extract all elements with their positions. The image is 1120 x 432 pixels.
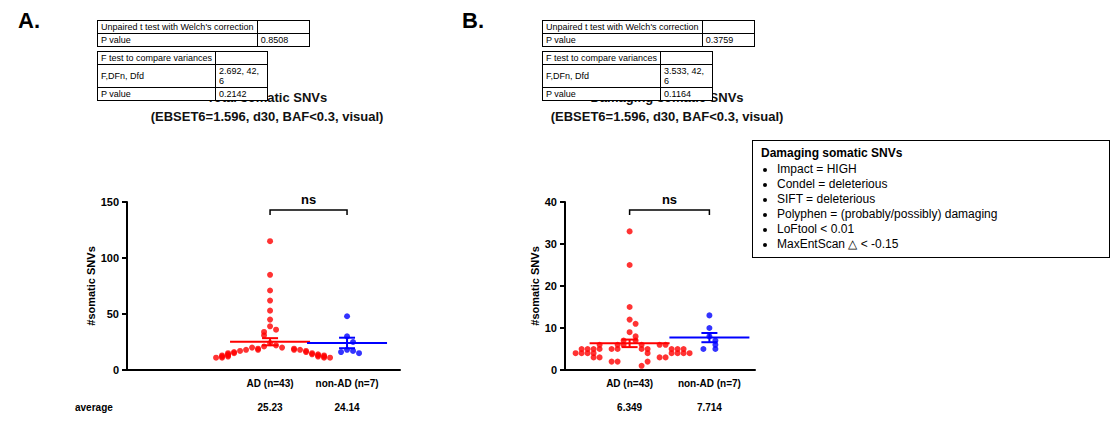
svg-text:Damaging somatic SNVs: Damaging somatic SNVs	[590, 90, 743, 105]
svg-text:10: 10	[545, 322, 557, 334]
svg-text:100: 100	[101, 252, 119, 264]
svg-text:150: 150	[101, 196, 119, 208]
svg-text:non-AD (n=7): non-AD (n=7)	[678, 378, 741, 389]
svg-text:average: average	[75, 402, 113, 413]
svg-text:25.23: 25.23	[258, 402, 283, 413]
svg-text:20: 20	[545, 280, 557, 292]
svg-text:#somatic SNVs: #somatic SNVs	[529, 246, 541, 325]
svg-text:24.14: 24.14	[335, 402, 360, 413]
svg-text:#somatic SNVs: #somatic SNVs	[85, 246, 97, 325]
svg-text:7.714: 7.714	[697, 402, 722, 413]
svg-text:AD (n=43): AD (n=43)	[606, 378, 653, 389]
svg-text:(EBSET6=1.596, d30, BAF<0.3, v: (EBSET6=1.596, d30, BAF<0.3, visual)	[151, 109, 384, 124]
svg-text:0: 0	[113, 364, 119, 376]
svg-text:40: 40	[545, 196, 557, 208]
svg-text:(EBSET6=1.596, d30, BAF<0.3, v: (EBSET6=1.596, d30, BAF<0.3, visual)	[551, 109, 784, 124]
svg-text:non-AD (n=7): non-AD (n=7)	[316, 378, 379, 389]
svg-text:ns: ns	[301, 192, 316, 207]
svg-text:6.349: 6.349	[617, 402, 642, 413]
svg-text:AD (n=43): AD (n=43)	[247, 378, 294, 389]
svg-text:Total somatic SNVs: Total somatic SNVs	[207, 90, 327, 105]
svg-text:0: 0	[551, 364, 557, 376]
svg-text:ns: ns	[662, 192, 677, 207]
svg-text:30: 30	[545, 238, 557, 250]
svg-text:50: 50	[107, 308, 119, 320]
